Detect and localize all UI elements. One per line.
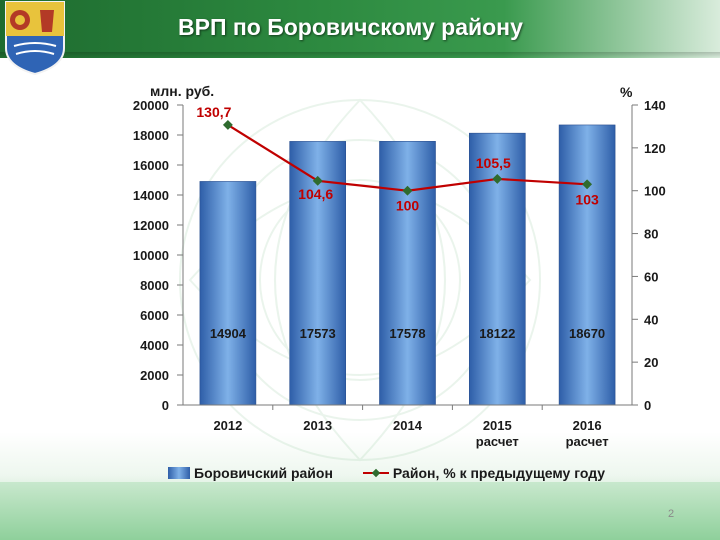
bar-value-label-0: 14904 [210, 326, 247, 341]
left-tick-label-7: 14000 [133, 188, 169, 203]
percent-marker-1 [312, 175, 323, 186]
bar-value-label-4: 18670 [569, 326, 605, 341]
bar-2 [379, 141, 436, 406]
legend-bar-swatch [168, 467, 190, 479]
right-tick-label-3: 60 [644, 269, 658, 284]
y-axis-right-title: % [620, 84, 633, 100]
left-tick-label-8: 16000 [133, 158, 169, 173]
percent-value-label-3: 105,5 [476, 155, 511, 171]
right-tick-label-1: 20 [644, 355, 658, 370]
right-tick-label-2: 40 [644, 312, 658, 327]
title-bar-shadow [0, 52, 720, 58]
right-tick-label-4: 80 [644, 227, 658, 242]
legend-line-swatch [362, 467, 389, 479]
bar-value-label-2: 17578 [389, 326, 425, 341]
percent-marker-4 [582, 179, 593, 190]
left-tick-label-9: 18000 [133, 128, 169, 143]
left-tick-label-1: 2000 [140, 368, 169, 383]
bar-4 [558, 124, 616, 406]
percent-marker-3 [492, 173, 503, 184]
page-title: ВРП по Боровичскому району [178, 14, 523, 40]
legend-bar-label: Боровичский район [194, 465, 333, 481]
x-tick-label-3-1: расчет [476, 434, 519, 449]
left-tick-label-0: 0 [162, 398, 169, 413]
bar-0 [199, 181, 257, 406]
legend-line-label: Район, % к предыдущему году [392, 465, 606, 481]
coat-of-arms-icon [5, 1, 65, 76]
x-tick-label-1-0: 2013 [303, 418, 332, 433]
bar-3 [468, 132, 526, 406]
bar-value-label-1: 17573 [300, 326, 336, 341]
percent-value-label-0: 130,7 [196, 104, 231, 120]
percent-value-label-2: 100 [396, 198, 420, 214]
percent-marker-0 [222, 119, 233, 130]
right-tick-label-6: 120 [644, 141, 666, 156]
bar-value-label-3: 18122 [479, 326, 515, 341]
page-number: 2 [668, 508, 675, 520]
right-tick-label-7: 140 [644, 98, 666, 113]
x-tick-label-2-0: 2014 [393, 418, 423, 433]
x-tick-label-4-1: расчет [566, 434, 609, 449]
percent-marker-2 [402, 185, 413, 196]
right-tick-label-0: 0 [644, 398, 651, 413]
percent-value-label-4: 103 [575, 191, 599, 207]
left-tick-label-5: 10000 [133, 248, 169, 263]
left-tick-label-6: 12000 [133, 218, 169, 233]
left-tick-label-3: 6000 [140, 308, 169, 323]
x-tick-label-3-0: 2015 [483, 418, 512, 433]
percent-value-label-1: 104,6 [298, 186, 333, 202]
y-axis-left-title: млн. руб. [150, 83, 214, 99]
chart-legend: Боровичский район Район, % к предыдущему… [168, 462, 605, 484]
bottom-band [0, 482, 720, 540]
left-tick-label-2: 4000 [140, 338, 169, 353]
title-bar [0, 0, 720, 58]
left-tick-label-4: 8000 [140, 278, 169, 293]
x-tick-label-0-0: 2012 [213, 418, 242, 433]
x-tick-label-4-0: 2016 [573, 418, 602, 433]
right-tick-label-5: 100 [644, 184, 666, 199]
left-tick-label-10: 20000 [133, 98, 169, 113]
